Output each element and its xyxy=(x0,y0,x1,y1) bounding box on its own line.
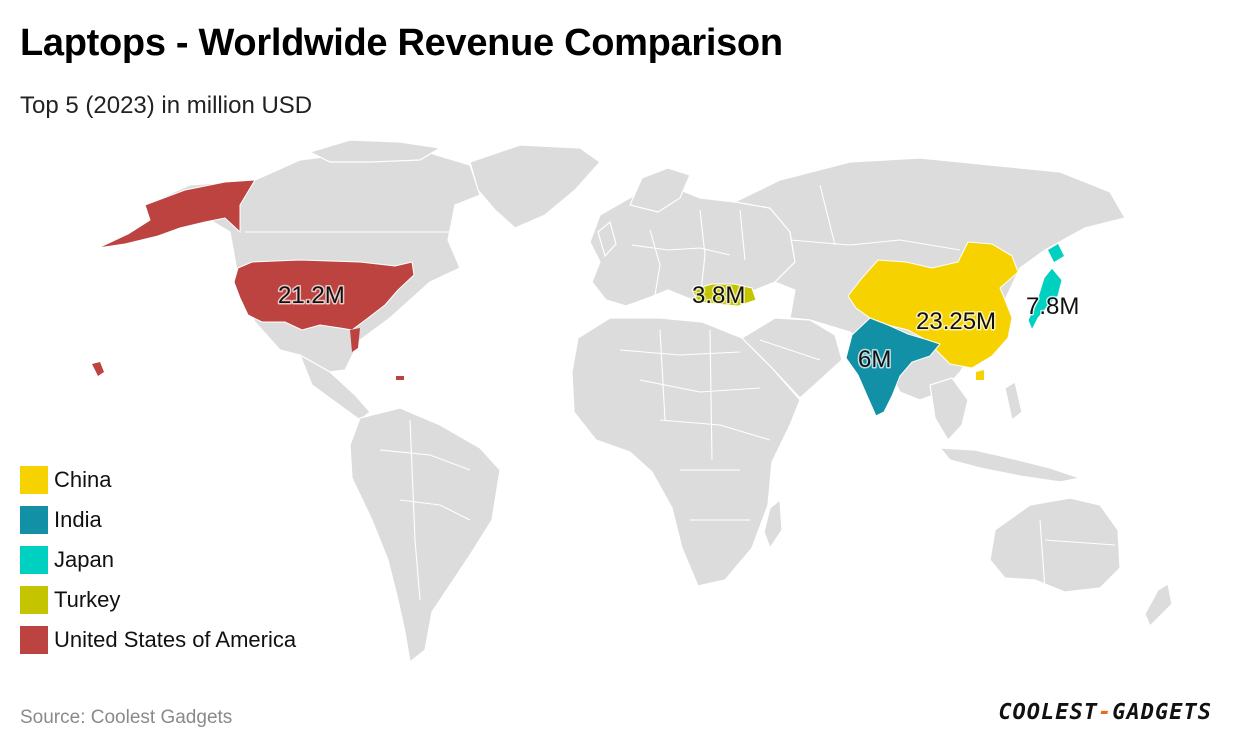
legend-item: Japan xyxy=(20,546,296,574)
region-usa-hawaii[interactable] xyxy=(92,362,104,376)
land-greenland xyxy=(469,144,601,229)
legend: China India Japan Turkey United States o… xyxy=(20,466,296,666)
legend-swatch-india xyxy=(20,506,48,534)
brand-logo-right: GADGETS xyxy=(1112,700,1212,725)
region-usa-alaska[interactable] xyxy=(97,179,256,249)
legend-swatch-china xyxy=(20,466,48,494)
region-china-hainan[interactable] xyxy=(976,370,984,380)
land-arctic-islands xyxy=(308,139,442,163)
region-turkey[interactable] xyxy=(691,283,757,307)
chart-title: Laptops - Worldwide Revenue Comparison xyxy=(20,22,783,64)
land-philippines xyxy=(1004,381,1023,422)
legend-label-india: India xyxy=(54,507,102,532)
region-japan[interactable] xyxy=(1027,267,1063,332)
legend-label-china: China xyxy=(54,467,112,492)
region-india[interactable] xyxy=(845,317,941,417)
source-note: Source: Coolest Gadgets xyxy=(20,707,233,728)
highlighted-countries xyxy=(92,179,1064,417)
land-south-america xyxy=(349,407,501,664)
brand-logo[interactable]: COOLEST-GADGETS xyxy=(998,700,1212,725)
legend-item: Turkey xyxy=(20,586,296,614)
chart-subtitle: Top 5 (2023) in million USD xyxy=(20,92,313,119)
land-scandinavia xyxy=(629,167,691,213)
brand-logo-left: COOLEST xyxy=(998,700,1099,725)
value-labels: 21.2M 3.8M 23.25M 7.8M 6M xyxy=(277,281,1081,375)
land-new-zealand xyxy=(1144,583,1173,628)
world-map: 21.2M 3.8M 23.25M 7.8M 6M xyxy=(92,139,1173,664)
legend-swatch-usa xyxy=(20,626,48,654)
land-indonesia xyxy=(938,447,1083,483)
value-label-china: 23.25M xyxy=(916,308,996,335)
region-japan-hokkaido[interactable] xyxy=(1048,244,1064,262)
base-land xyxy=(143,139,1173,664)
land-madagascar xyxy=(763,498,783,550)
legend-label-usa: United States of America xyxy=(54,627,297,652)
land-uk xyxy=(597,220,617,258)
land-africa xyxy=(571,317,801,587)
region-usa-mainland[interactable] xyxy=(233,259,415,331)
brand-logo-separator: - xyxy=(1098,700,1113,725)
land-southeast-asia xyxy=(929,377,969,441)
value-label-turkey: 3.8M xyxy=(692,282,745,309)
legend-label-japan: Japan xyxy=(54,547,114,572)
value-label-usa: 21.2M xyxy=(278,282,345,309)
legend-swatch-turkey xyxy=(20,586,48,614)
land-middle-east xyxy=(741,317,843,399)
legend-label-turkey: Turkey xyxy=(54,587,121,612)
legend-swatch-japan xyxy=(20,546,48,574)
legend-item: United States of America xyxy=(20,626,296,654)
region-china[interactable] xyxy=(847,241,1019,369)
country-borders xyxy=(245,184,1116,601)
value-label-japan: 7.8M xyxy=(1026,293,1079,320)
land-australia xyxy=(989,497,1121,593)
land-central-america xyxy=(298,353,371,421)
legend-item: China xyxy=(20,466,296,494)
region-usa-puerto-rico[interactable] xyxy=(396,376,404,380)
legend-item: India xyxy=(20,506,296,534)
value-label-india: 6M xyxy=(858,346,891,373)
region-usa-florida[interactable] xyxy=(350,328,360,352)
